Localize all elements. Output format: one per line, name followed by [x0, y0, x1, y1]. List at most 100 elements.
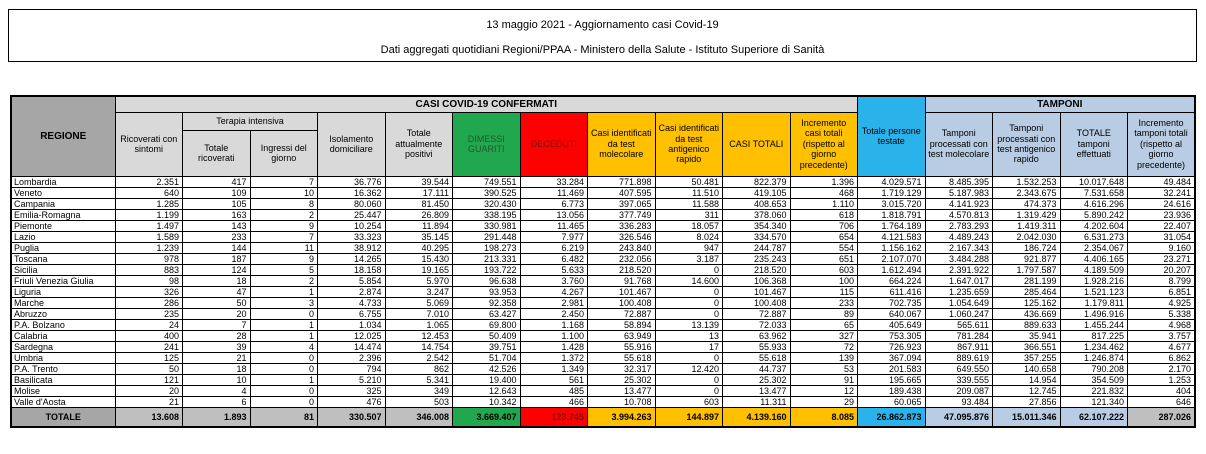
value-cell: 4.570.813: [924, 208, 993, 221]
table-row: Basilicata 121 10 1 5.210 5.341 19.400 561 25.30…: [10, 373, 1196, 386]
value-cell: 44.737: [722, 362, 791, 375]
value-cell: 12.453: [384, 329, 453, 342]
value-cell: 476: [317, 395, 386, 408]
header-incremento-casi-totali: Incremento casi totali (rispetto al gior…: [789, 111, 858, 177]
value-cell: 1.532.253: [992, 175, 1061, 188]
table-row: Abruzzo 235 20 0 6.755 7.010 63.427 2.450 72.887…: [10, 307, 1196, 320]
value-cell: 640.067: [857, 307, 926, 320]
value-cell: 5.633: [519, 263, 588, 276]
table-footer: TOTALE 13.608 1.893 81 330.507 346.008 3.669.4…: [10, 406, 1196, 428]
value-cell: 13.477: [722, 384, 791, 397]
header-group-casi-confermati: CASI COVID-19 CONFERMATI: [114, 95, 858, 113]
value-cell: 1.349: [519, 362, 588, 375]
value-cell: 1.319.429: [992, 208, 1061, 221]
value-cell: 55.618: [722, 351, 791, 364]
value-cell: 14.954: [992, 373, 1061, 386]
value-cell: 63.949: [587, 329, 656, 342]
value-cell: 611.416: [857, 285, 926, 298]
value-cell: 221.832: [1059, 384, 1128, 397]
value-cell: 7.531.658: [1059, 186, 1128, 199]
value-cell: 4.733: [317, 296, 386, 309]
value-cell: 3: [249, 296, 318, 309]
value-cell: 349: [384, 384, 453, 397]
value-cell: 8.799: [1127, 274, 1196, 287]
value-cell: 436.669: [992, 307, 1061, 320]
region-name: Abruzzo: [10, 307, 116, 320]
value-cell: 0: [654, 307, 723, 320]
value-cell: 241: [114, 340, 183, 353]
total-value-cell: 123.745: [519, 406, 588, 428]
value-cell: 339.555: [924, 373, 993, 386]
table-row: Calabria 400 28 1 12.025 12.453 50.409 1.100 63.…: [10, 329, 1196, 342]
table-body: Lombardia 2.351 417 7 36.776 39.544 749.551 33.…: [10, 175, 1196, 408]
value-cell: 2.391.922: [924, 263, 993, 276]
header-incremento-tamponi: Incremento tamponi totali (rispetto al g…: [1127, 111, 1196, 177]
value-cell: 1.647.017: [924, 274, 993, 287]
value-cell: 22.407: [1127, 219, 1196, 232]
value-cell: 0: [654, 296, 723, 309]
total-row-label: TOTALE: [10, 406, 116, 428]
value-cell: 10.708: [587, 395, 656, 408]
value-cell: 1.234.462: [1059, 340, 1128, 353]
header-isolamento-domiciliare: Isolamento domiciliare: [317, 111, 386, 177]
region-name: P.A. Bolzano: [10, 318, 116, 331]
value-cell: 1.065: [384, 318, 453, 331]
value-cell: 1.285: [114, 197, 183, 210]
region-name: Valle d'Aosta: [10, 395, 116, 408]
region-name: Campania: [10, 197, 116, 210]
value-cell: 1.110: [789, 197, 858, 210]
value-cell: 13.477: [587, 384, 656, 397]
value-cell: 0: [654, 263, 723, 276]
column-header-row: Ricoverati con sintomi Terapia intensiva…: [11, 111, 1196, 177]
value-cell: 98: [114, 274, 183, 287]
value-cell: 7.010: [384, 307, 453, 320]
value-cell: 654: [789, 230, 858, 243]
value-cell: 1: [249, 373, 318, 386]
value-cell: 14.474: [317, 340, 386, 353]
value-cell: 69.800: [452, 318, 521, 331]
value-cell: 6.773: [519, 197, 588, 210]
value-cell: 367.094: [857, 351, 926, 364]
value-cell: 947: [654, 241, 723, 254]
value-cell: 407.595: [587, 186, 656, 199]
value-cell: 47: [182, 285, 251, 298]
value-cell: 485: [519, 384, 588, 397]
value-cell: 417: [182, 175, 251, 188]
value-cell: 1.034: [317, 318, 386, 331]
value-cell: 7: [249, 230, 318, 243]
table-row: Molise 20 4 0 325 349 12.643 485 13.477 0 13.477 12…: [10, 384, 1196, 397]
header-terapia-intensiva: Terapia intensiva: [182, 111, 318, 131]
value-cell: 1.100: [519, 329, 588, 342]
value-cell: 327: [789, 329, 858, 342]
region-name: Lombardia: [10, 175, 116, 188]
header-totale-tamponi: TOTALE tamponi effettuati: [1059, 111, 1128, 177]
header-ingressi-del-giorno: Ingressi del giorno: [249, 129, 318, 177]
value-cell: 8.485.395: [924, 175, 993, 188]
value-cell: 91.768: [587, 274, 656, 287]
value-cell: 233: [182, 230, 251, 243]
value-cell: 0: [249, 362, 318, 375]
value-cell: 726.923: [857, 340, 926, 353]
value-cell: 4.616.296: [1059, 197, 1128, 210]
value-cell: 20.207: [1127, 263, 1196, 276]
value-cell: 1.764.189: [857, 219, 926, 232]
value-cell: 11.588: [654, 197, 723, 210]
value-cell: 1.372: [519, 351, 588, 364]
value-cell: 0: [654, 373, 723, 386]
value-cell: 13.139: [654, 318, 723, 331]
value-cell: 50: [114, 362, 183, 375]
value-cell: 17.111: [384, 186, 453, 199]
value-cell: 42.526: [452, 362, 521, 375]
value-cell: 706: [789, 219, 858, 232]
value-cell: 408.653: [722, 197, 791, 210]
value-cell: 2.874: [317, 285, 386, 298]
region-name: Umbria: [10, 351, 116, 364]
value-cell: 100: [789, 274, 858, 287]
value-cell: 889.633: [992, 318, 1061, 331]
table-row: Umbria 125 21 0 2.396 2.542 51.704 1.372 55.618 0…: [10, 351, 1196, 364]
total-value-cell: 346.008: [384, 406, 453, 428]
total-value-cell: 3.669.407: [452, 406, 521, 428]
value-cell: 51.704: [452, 351, 521, 364]
value-cell: 5.210: [317, 373, 386, 386]
value-cell: 326: [114, 285, 183, 298]
